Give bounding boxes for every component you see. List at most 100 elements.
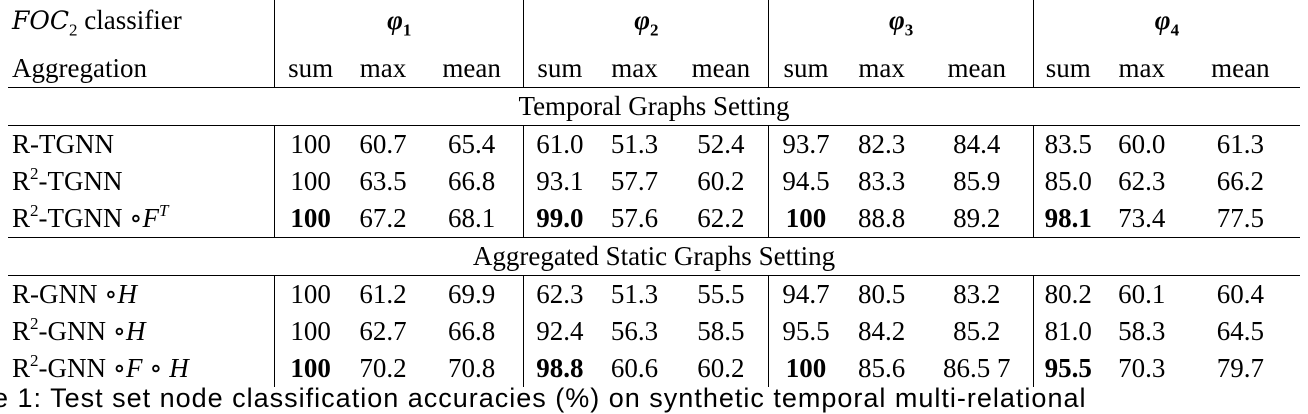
table-row: R-TGNN 100 60.7 65.4 61.0 51.3 52.4 93.7 82.3 84.… (8, 125, 1300, 164)
header-group-phi4: φ4 (1032, 0, 1300, 51)
value-cell: 100 (274, 163, 347, 201)
value-cell: 62.3 (1118, 166, 1166, 197)
value-cell: 57.7 (610, 166, 659, 197)
model-prefix: R (12, 166, 31, 197)
model-superscript: 2 (30, 351, 39, 371)
value-cell: 98.1 (1032, 200, 1103, 238)
model-name: R2-GNN ∘F ∘ H (8, 350, 275, 387)
value-cell: 80.2 (1032, 275, 1103, 314)
value-cell: 61.2 (346, 275, 420, 314)
value-cell: 61.3 (1180, 125, 1300, 164)
header-group-phi1: φ1 (274, 0, 524, 51)
value-cell: 79.7 (1216, 353, 1264, 384)
value-cell: 66.8 (447, 166, 496, 197)
header-agg-mean: mean (1211, 53, 1270, 84)
value-cell: 55.5 (673, 275, 769, 314)
model-suffix: -GNN ∘ (38, 353, 126, 384)
header-row-aggregation: Aggregation sum max mean sum max mean sum max me… (8, 50, 1300, 88)
model-suffix: -TGNN (38, 166, 123, 197)
value-cell: 60.6 (610, 353, 659, 384)
model-operator: H (126, 316, 146, 347)
section-title: Temporal Graphs Setting (8, 87, 1300, 126)
value-cell: 86.5 7 (942, 353, 1011, 384)
best-value: 99.0 (536, 203, 584, 234)
header-agg-sum: sum (523, 50, 596, 88)
value-cell: 51.3 (595, 125, 674, 164)
value-cell: 52.4 (673, 125, 769, 164)
value-cell: 94.5 (768, 163, 843, 201)
value-cell: 83.3 (857, 166, 906, 197)
table-row: R2-GNN ∘F ∘ H 100 70.2 70.8 98.8 60.6 60.2 100 8… (8, 350, 1300, 388)
value-cell: 85.2 (953, 316, 1001, 347)
table-row: R2-GNN ∘H 100 62.7 66.8 92.4 56.3 58.5 95.5 84.2… (8, 313, 1300, 351)
model-prefix: R (12, 203, 31, 234)
value-cell: 95.5 (768, 313, 843, 351)
model-prefix: R (12, 129, 31, 160)
model-name: R-TGNN (8, 125, 275, 164)
value-cell: 100 (274, 313, 347, 351)
value-cell: 62.3 (523, 275, 596, 314)
value-cell: 73.4 (1118, 203, 1166, 234)
table-caption: ble 1: Test set node classification accu… (0, 383, 1087, 413)
value-cell: 84.2 (857, 316, 906, 347)
model-superscript: 2 (30, 201, 39, 221)
value-cell: 85.6 (857, 353, 906, 384)
header-agg-sum: sum (274, 50, 347, 88)
model-name: R2-TGNN (8, 163, 275, 200)
value-cell: 93.1 (523, 163, 596, 201)
value-cell: 83.5 (1032, 125, 1103, 164)
value-cell: 60.1 (1102, 275, 1181, 314)
header-agg-max: max (359, 53, 407, 84)
value-cell: 88.8 (857, 203, 906, 234)
model-operator: F ∘ H (126, 353, 189, 384)
results-table: FOC2 classifier φ1 φ2 φ3 φ4 Aggregation … (8, 0, 1300, 388)
value-cell: 60.0 (1102, 125, 1181, 164)
value-cell: 100 (274, 125, 347, 164)
value-cell: 83.2 (920, 275, 1034, 314)
value-cell: 100 (274, 200, 347, 238)
best-value: 100 (290, 203, 331, 234)
value-cell: 62.7 (359, 316, 407, 347)
section-header-row: Aggregated Static Graphs Setting (8, 237, 1300, 276)
value-cell: 60.2 (697, 166, 745, 197)
value-cell: 85.9 (953, 166, 1001, 197)
value-cell: 66.2 (1216, 166, 1264, 197)
header-agg-max: max (858, 53, 905, 84)
header-row-classifiers: FOC2 classifier φ1 φ2 φ3 φ4 (8, 0, 1300, 51)
best-value: 100 (785, 353, 827, 384)
value-cell: 100 (768, 350, 843, 388)
model-operator: F (142, 203, 159, 234)
header-agg-max: max (611, 53, 658, 84)
foc-subscript: 2 (68, 20, 78, 40)
model-suffix: -GNN ∘ (38, 316, 126, 347)
best-value: 98.1 (1044, 203, 1092, 234)
value-cell: 60.7 (346, 125, 420, 164)
value-cell: 100 (768, 200, 843, 238)
table-row: R-GNN ∘H 100 61.2 69.9 62.3 51.3 55.5 94.7 80.5 8… (8, 275, 1300, 314)
model-prefix: R (12, 353, 31, 384)
header-group-phi2: φ2 (523, 0, 769, 51)
value-cell: 57.6 (610, 203, 659, 234)
value-cell: 68.1 (447, 203, 496, 234)
value-cell: 89.2 (953, 203, 1001, 234)
value-cell: 70.3 (1118, 353, 1166, 384)
best-value: 100 (785, 203, 827, 234)
section-title: Aggregated Static Graphs Setting (8, 237, 1300, 276)
value-cell: 95.5 (1032, 350, 1103, 388)
operator-superscript: T (158, 201, 169, 221)
value-cell: 84.4 (920, 125, 1034, 164)
value-cell: 65.4 (419, 125, 524, 164)
value-cell: 63.5 (359, 166, 407, 197)
header-group-phi3: φ3 (768, 0, 1034, 51)
value-cell: 94.7 (768, 275, 843, 314)
value-cell: 85.0 (1032, 163, 1103, 201)
value-cell: 51.3 (595, 275, 674, 314)
value-cell: 56.3 (610, 316, 659, 347)
best-value: 98.8 (536, 353, 584, 384)
value-cell: 93.7 (768, 125, 843, 164)
model-name: R2-GNN ∘H (8, 313, 275, 350)
corner-aggregation-label: Aggregation (12, 53, 147, 84)
best-value: 100 (290, 353, 331, 384)
classifier-word: classifier (77, 5, 182, 35)
